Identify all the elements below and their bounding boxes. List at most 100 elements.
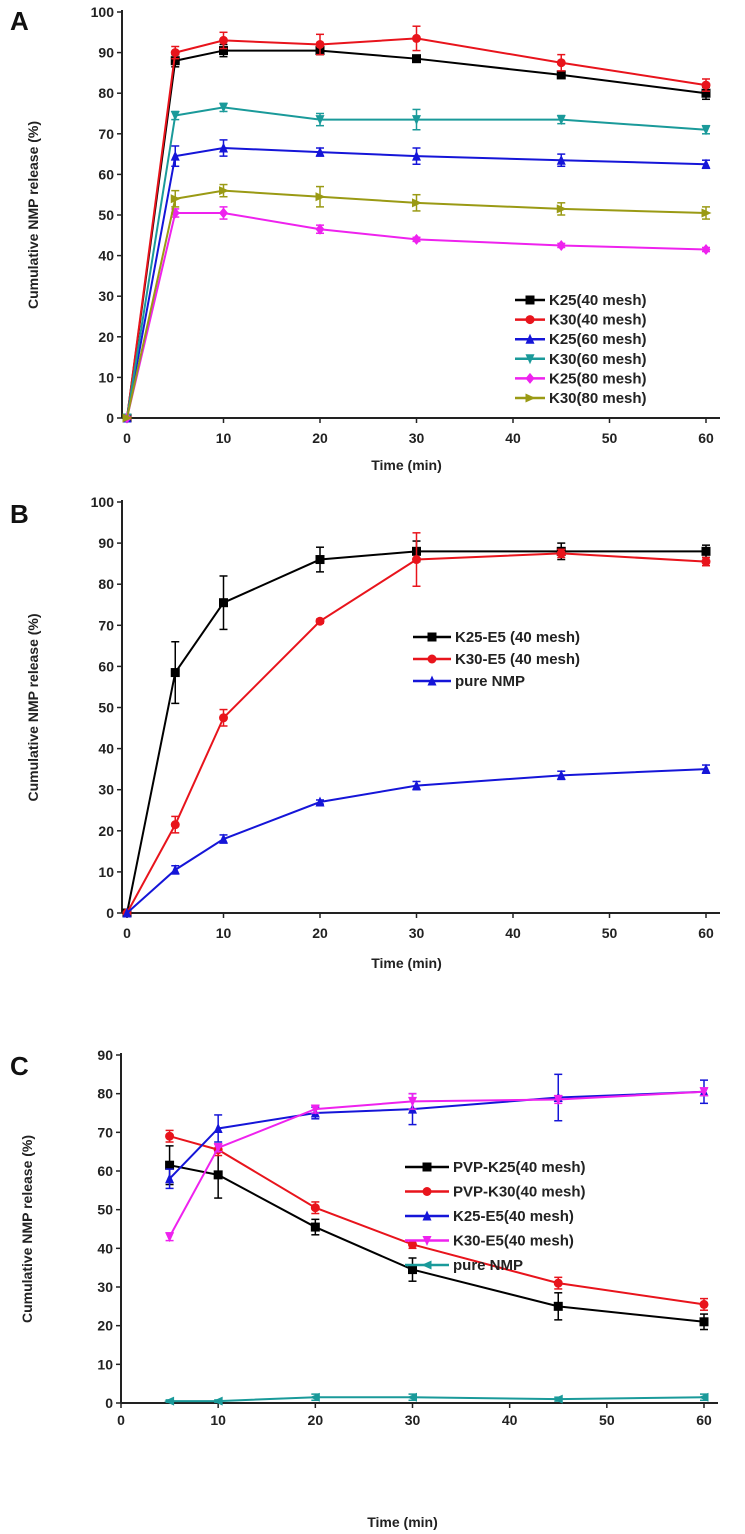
series-k25-e5-40-mesh- — [122, 540, 711, 918]
y-tick-label: 20 — [98, 823, 114, 839]
y-tick-label: 70 — [98, 617, 114, 633]
data-point — [699, 1317, 709, 1327]
legend-marker — [525, 372, 535, 384]
legend-label: K30(80 mesh) — [549, 390, 647, 407]
data-point — [556, 204, 567, 214]
y-tick-label: 100 — [91, 494, 115, 510]
x-tick-label: 10 — [210, 1412, 226, 1428]
data-point — [212, 1396, 223, 1406]
x-tick-label: 10 — [216, 925, 232, 941]
x-axis-label: Time (min) — [367, 1514, 438, 1530]
series-pure-nmp — [164, 1392, 709, 1406]
y-axis-label: Cumulative NMP release (%) — [19, 1135, 35, 1323]
data-point — [219, 598, 228, 608]
panel-b: B 0 10 20 30 40 50 60 0 10 20 30 40 50 60 70 80 90 100 Time… — [10, 494, 720, 971]
data-point — [165, 1131, 175, 1141]
data-point — [219, 186, 229, 196]
data-point — [412, 780, 421, 791]
y-tick-label: 20 — [98, 329, 114, 345]
y-tick-label: 80 — [98, 576, 114, 592]
series-pure-nmp — [122, 763, 711, 918]
data-point — [699, 1087, 709, 1098]
data-point — [310, 1203, 320, 1213]
data-point — [698, 1392, 709, 1402]
y-tick-label: 90 — [98, 45, 114, 61]
x-tick-label: 40 — [505, 925, 521, 941]
data-point — [219, 142, 228, 153]
data-point — [315, 223, 325, 235]
series-line — [168, 1090, 705, 1238]
data-point — [315, 192, 326, 202]
series-line — [126, 550, 706, 914]
data-point — [408, 1096, 417, 1107]
data-point — [164, 1396, 175, 1406]
legend-entry: K30(80 mesh) — [515, 390, 647, 407]
x-tick-label: 40 — [505, 430, 521, 446]
y-tick-label: 60 — [97, 1163, 113, 1179]
data-point — [412, 198, 422, 208]
data-point — [170, 194, 181, 204]
legend-entry: pure NMP — [413, 673, 525, 690]
legend-entry: K25(40 mesh) — [515, 292, 647, 309]
data-point — [701, 80, 711, 90]
legend-label: pure NMP — [455, 673, 525, 690]
y-tick-label: 90 — [98, 535, 114, 551]
data-point — [556, 239, 566, 251]
data-point — [412, 233, 421, 245]
series-line — [169, 1164, 705, 1323]
data-point — [122, 907, 132, 918]
x-tick-label: 30 — [405, 1412, 421, 1428]
legend-entry: PVP-K25(40 mesh) — [405, 1159, 586, 1176]
series-k30-e5-40-mesh- — [122, 532, 711, 918]
data-point — [701, 125, 711, 136]
x-tick-label: 50 — [602, 430, 618, 446]
data-point — [407, 1392, 417, 1402]
x-axis-label: Time (min) — [371, 457, 442, 473]
x-tick-label: 0 — [123, 430, 131, 446]
y-tick-label: 0 — [105, 1395, 113, 1411]
data-point — [213, 1170, 223, 1180]
y-tick-label: 50 — [97, 1202, 113, 1218]
data-point — [701, 88, 711, 98]
y-axis-label: Cumulative NMP release (%) — [25, 121, 41, 309]
data-point — [701, 208, 712, 218]
legend-marker — [422, 1210, 432, 1221]
data-point — [412, 115, 421, 126]
data-point — [310, 1222, 320, 1232]
legend-marker — [525, 354, 535, 365]
legend-entry: K25-E5 (40 mesh) — [413, 629, 580, 646]
legend-marker — [525, 393, 536, 403]
y-tick-label: 40 — [98, 741, 114, 757]
data-point — [309, 1392, 320, 1402]
legend-entry: K25-E5(40 mesh) — [405, 1208, 574, 1225]
y-tick-label: 80 — [98, 85, 114, 101]
y-tick-label: 50 — [98, 700, 114, 716]
series-line — [169, 1396, 705, 1403]
data-point — [556, 769, 566, 780]
legend-entry: K30(40 mesh) — [515, 312, 647, 329]
data-point — [219, 713, 228, 723]
legend-label: K30(40 mesh) — [549, 312, 647, 329]
data-point — [699, 1299, 709, 1309]
x-tick-label: 50 — [602, 925, 618, 941]
data-point — [170, 150, 180, 161]
legend-marker — [421, 1260, 432, 1270]
data-point — [553, 1278, 563, 1288]
data-point — [170, 864, 180, 875]
data-point — [412, 33, 421, 43]
legend-entry: K30-E5 (40 mesh) — [413, 651, 580, 668]
x-tick-label: 60 — [698, 430, 714, 446]
legend-entry: K25(60 mesh) — [515, 331, 647, 348]
data-point — [315, 555, 325, 565]
legend-marker — [422, 1187, 432, 1196]
data-point — [170, 48, 180, 58]
data-point — [552, 1394, 563, 1404]
y-tick-label: 10 — [98, 369, 114, 385]
data-point — [315, 146, 325, 157]
data-point — [315, 616, 325, 626]
y-tick-label: 100 — [91, 4, 115, 20]
y-axis-label: Cumulative NMP release (%) — [25, 613, 41, 801]
legend-label: K25(40 mesh) — [549, 292, 647, 309]
series-k30-80-mesh- — [122, 183, 712, 423]
